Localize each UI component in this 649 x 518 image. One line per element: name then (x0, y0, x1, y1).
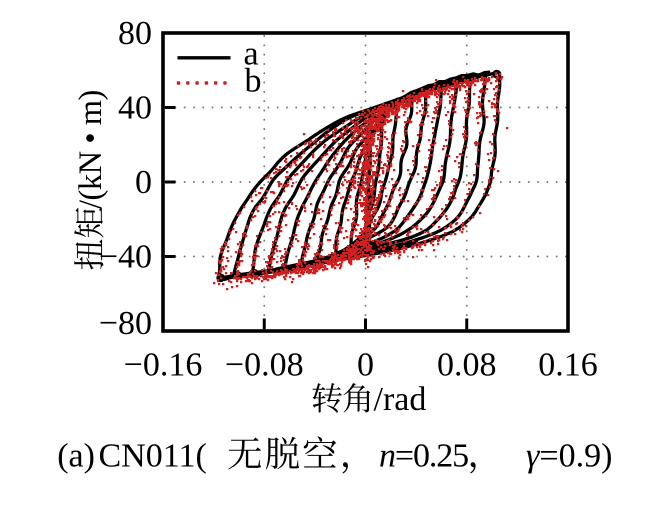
svg-text:(a): (a) (57, 438, 95, 475)
svg-text:CN011(: CN011( (99, 438, 207, 475)
svg-text:n=0.25: n=0.25 (379, 438, 468, 475)
svg-text:a: a (244, 36, 259, 73)
svg-text:80: 80 (118, 15, 152, 52)
svg-text:/rad: /rad (374, 381, 427, 418)
svg-text:−40: −40 (99, 239, 152, 276)
svg-text:0.16: 0.16 (538, 347, 598, 384)
svg-text:−0.16: −0.16 (124, 347, 203, 384)
svg-text:0: 0 (135, 164, 152, 201)
svg-text:−80: −80 (99, 305, 152, 342)
svg-text:b: b (245, 63, 262, 100)
svg-text:0.08: 0.08 (437, 347, 497, 384)
svg-text:40: 40 (118, 90, 152, 127)
svg-text:/(kN • m): /(kN • m) (73, 90, 109, 209)
svg-text:γ=0.9): γ=0.9) (526, 438, 612, 475)
svg-text:0: 0 (357, 347, 374, 384)
svg-text:−0.08: −0.08 (225, 347, 304, 384)
